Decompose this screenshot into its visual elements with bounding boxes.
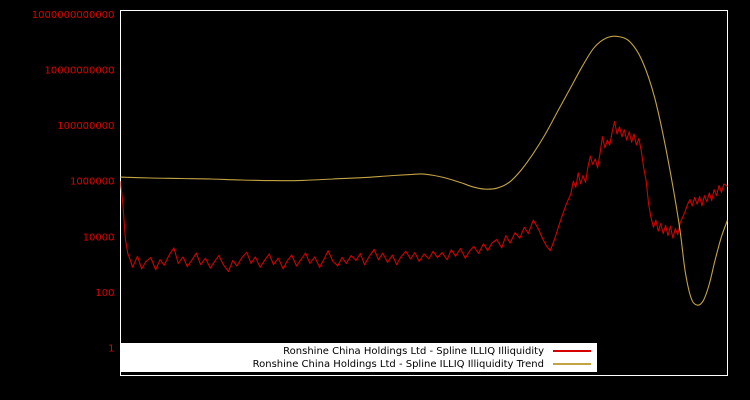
y-tick-label: 100000000 <box>57 121 114 132</box>
plot-border <box>120 10 728 376</box>
series-line-1 <box>120 35 728 306</box>
y-tick-label: 10000000000 <box>45 66 115 77</box>
series-line-0 <box>120 120 728 273</box>
legend-label-illiquidity: Ronshine China Holdings Ltd - Spline ILL… <box>283 345 544 357</box>
y-tick-label: 1000000 <box>70 177 115 188</box>
legend-label-illiquidity-trend: Ronshine China Holdings Ltd - Spline ILL… <box>252 358 544 370</box>
legend-row-illiquidity-trend: Ronshine China Holdings Ltd - Spline ILL… <box>121 358 597 371</box>
legend-row-illiquidity: Ronshine China Holdings Ltd - Spline ILL… <box>121 345 597 358</box>
y-tick-label: 1 <box>108 344 114 355</box>
legend-sample-illiquidity-line <box>553 350 591 352</box>
y-tick-label: 10000 <box>83 232 115 243</box>
legend-sample-illiquidity-trend-line <box>553 363 591 365</box>
y-tick-label: 100 <box>95 288 114 299</box>
legend: Ronshine China Holdings Ltd - Spline ILL… <box>121 343 597 372</box>
y-tick-label: 1000000000000 <box>32 10 115 21</box>
